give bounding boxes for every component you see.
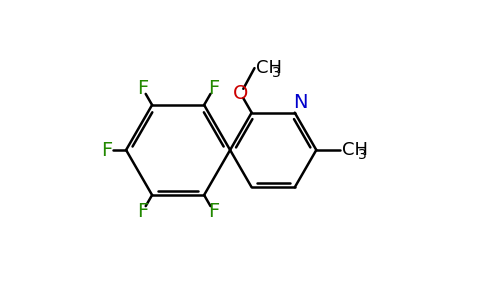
Text: 3: 3	[272, 67, 281, 80]
Text: F: F	[137, 202, 148, 221]
Text: F: F	[101, 140, 112, 160]
Text: F: F	[208, 79, 219, 98]
Text: N: N	[293, 93, 308, 112]
Text: 3: 3	[358, 148, 367, 162]
Text: O: O	[233, 84, 248, 103]
Text: F: F	[208, 202, 219, 221]
Text: CH: CH	[342, 141, 367, 159]
Text: CH: CH	[256, 59, 282, 77]
Text: F: F	[137, 79, 148, 98]
